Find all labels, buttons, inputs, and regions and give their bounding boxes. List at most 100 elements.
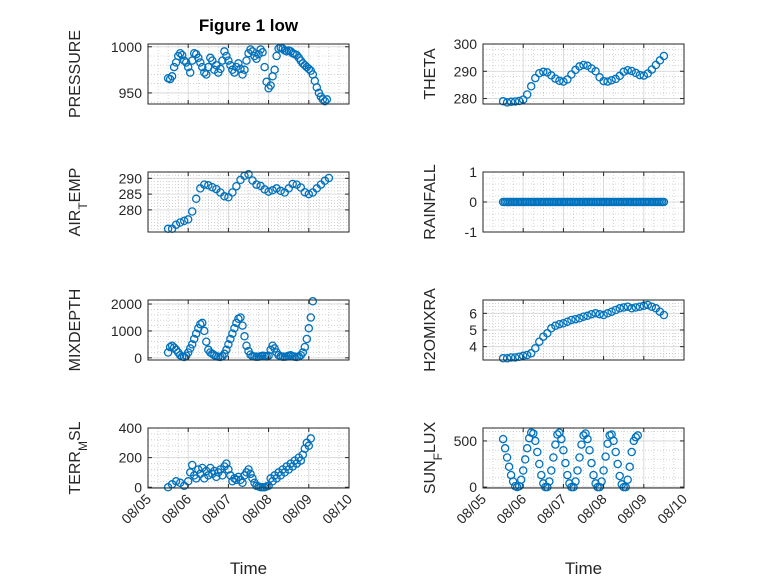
data-point bbox=[312, 83, 322, 92]
data-point bbox=[183, 62, 193, 72]
x-tick-label: 08/08 bbox=[239, 491, 275, 527]
data-point bbox=[581, 429, 590, 438]
data-point bbox=[611, 305, 620, 315]
data-point bbox=[185, 68, 195, 77]
data-point bbox=[260, 62, 269, 72]
data-point bbox=[226, 60, 235, 70]
data-point bbox=[272, 51, 281, 61]
data-point bbox=[533, 447, 542, 457]
data-point bbox=[179, 56, 189, 65]
data-point bbox=[246, 45, 255, 54]
data-point bbox=[585, 445, 594, 455]
data-point bbox=[204, 471, 213, 480]
data-point bbox=[625, 462, 634, 472]
data-point bbox=[242, 56, 251, 65]
y-axis-label: MIXDEPTH bbox=[67, 289, 84, 372]
data-point bbox=[218, 471, 227, 480]
data-point bbox=[276, 186, 285, 196]
data-point bbox=[191, 194, 201, 204]
data-point bbox=[175, 218, 185, 227]
data-point bbox=[244, 169, 253, 179]
x-tick-label: 08/09 bbox=[614, 491, 650, 527]
data-point bbox=[518, 466, 528, 475]
x-tick-label: 08/08 bbox=[574, 491, 610, 527]
axes-box bbox=[482, 43, 685, 105]
y-tick-label: 0 bbox=[134, 350, 142, 366]
y-tick-label: 5 bbox=[469, 322, 477, 338]
data-point bbox=[320, 96, 330, 106]
data-point bbox=[591, 67, 600, 76]
data-point bbox=[635, 70, 645, 80]
data-point bbox=[167, 72, 177, 81]
data-point bbox=[502, 354, 512, 363]
data-point bbox=[623, 65, 632, 75]
y-axis-label: AIRTEMP bbox=[67, 168, 90, 237]
y-tick-label: 2000 bbox=[111, 296, 142, 312]
y-tick-label: 1000 bbox=[111, 39, 142, 55]
data-point bbox=[619, 303, 628, 312]
data-point bbox=[187, 340, 197, 349]
data-point bbox=[183, 215, 193, 224]
data-point bbox=[633, 431, 643, 440]
data-point bbox=[296, 456, 306, 465]
data-point bbox=[210, 466, 219, 476]
data-point bbox=[187, 460, 197, 470]
data-point bbox=[222, 345, 231, 355]
data-point bbox=[611, 447, 620, 457]
y-tick-label: 500 bbox=[454, 433, 478, 449]
data-point bbox=[551, 321, 560, 331]
data-point bbox=[589, 470, 598, 480]
data-point bbox=[619, 67, 628, 77]
data-point bbox=[222, 459, 231, 468]
data-point bbox=[583, 434, 592, 444]
data-point bbox=[220, 47, 229, 56]
y-axis-label: THETA bbox=[422, 48, 439, 100]
data-point bbox=[236, 313, 245, 322]
data-point bbox=[189, 334, 199, 344]
data-point bbox=[270, 344, 279, 353]
data-point bbox=[196, 319, 205, 329]
data-point bbox=[543, 482, 552, 492]
data-point bbox=[510, 97, 520, 106]
data-point bbox=[198, 62, 207, 72]
data-point bbox=[304, 189, 314, 199]
data-point bbox=[238, 478, 247, 488]
data-point bbox=[240, 65, 249, 75]
data-point bbox=[607, 307, 616, 316]
data-point bbox=[569, 482, 578, 492]
y-tick-label: 300 bbox=[454, 36, 478, 52]
data-point bbox=[252, 54, 261, 64]
y-tick-label: 290 bbox=[454, 63, 478, 79]
data-point bbox=[242, 341, 251, 350]
data-point bbox=[567, 315, 576, 325]
data-point bbox=[216, 64, 225, 74]
data-point bbox=[200, 180, 209, 189]
data-point bbox=[506, 97, 516, 107]
y-tick-label: 290 bbox=[119, 170, 143, 186]
data-point bbox=[551, 440, 560, 449]
data-point bbox=[202, 337, 211, 346]
data-point bbox=[240, 332, 249, 341]
data-point bbox=[599, 310, 608, 320]
x-axis-label: Time bbox=[230, 559, 267, 578]
data-point bbox=[555, 319, 564, 329]
data-point bbox=[573, 466, 582, 475]
data-point bbox=[559, 445, 568, 455]
axes-box bbox=[147, 43, 350, 105]
data-point bbox=[587, 309, 596, 319]
data-point bbox=[583, 311, 592, 321]
x-tick-label: 08/10 bbox=[319, 491, 355, 527]
subplot-h2omixra: 456 H2OMIXRA bbox=[422, 288, 685, 372]
data-point bbox=[258, 48, 267, 57]
data-point bbox=[607, 76, 616, 85]
data-point bbox=[575, 314, 584, 323]
y-tick-label: 4 bbox=[469, 339, 477, 355]
data-point bbox=[623, 302, 632, 311]
subplot-terr-msl: 0 200 400 08/05 08/06 08/07 08/08 08/09 08/10 TER… bbox=[67, 420, 355, 578]
data-point bbox=[163, 348, 173, 357]
subplot-pressure: 950 1000 PRESSURE Figure 1 low bbox=[67, 16, 350, 118]
data-point bbox=[549, 453, 558, 462]
data-point bbox=[575, 453, 584, 462]
data-point bbox=[579, 60, 588, 70]
data-point bbox=[238, 321, 247, 330]
